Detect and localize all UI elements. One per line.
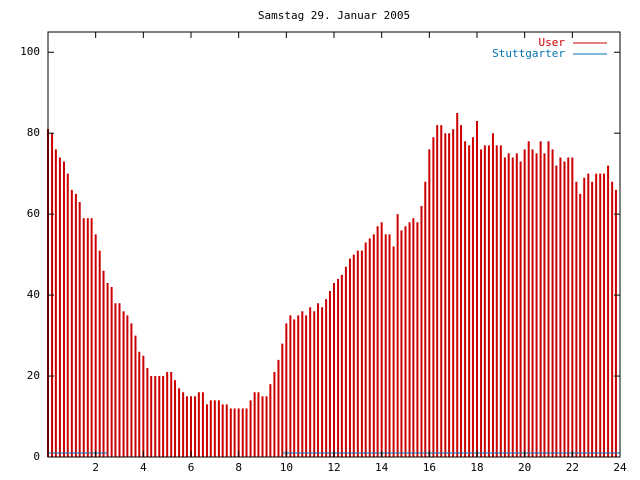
x-tick-label: 16: [423, 461, 436, 474]
x-tick-label: 24: [613, 461, 627, 474]
y-tick-label: 20: [27, 369, 40, 382]
x-tick-label: 2: [92, 461, 99, 474]
chart-title: Samstag 29. Januar 2005: [258, 9, 410, 22]
x-tick-label: 22: [566, 461, 579, 474]
y-tick-label: 0: [33, 450, 40, 463]
y-tick-label: 100: [20, 45, 40, 58]
x-tick-label: 4: [140, 461, 147, 474]
x-tick-label: 8: [235, 461, 242, 474]
y-tick-label: 40: [27, 288, 40, 301]
x-tick-label: 20: [518, 461, 531, 474]
x-tick-label: 12: [327, 461, 340, 474]
x-tick-label: 10: [280, 461, 293, 474]
x-tick-label: 6: [188, 461, 195, 474]
legend-label: Stuttgarter: [492, 47, 565, 60]
y-tick-label: 60: [27, 207, 40, 220]
x-tick-label: 14: [375, 461, 389, 474]
y-tick-label: 80: [27, 126, 40, 139]
legend-label: User: [539, 36, 566, 49]
x-tick-label: 18: [470, 461, 483, 474]
